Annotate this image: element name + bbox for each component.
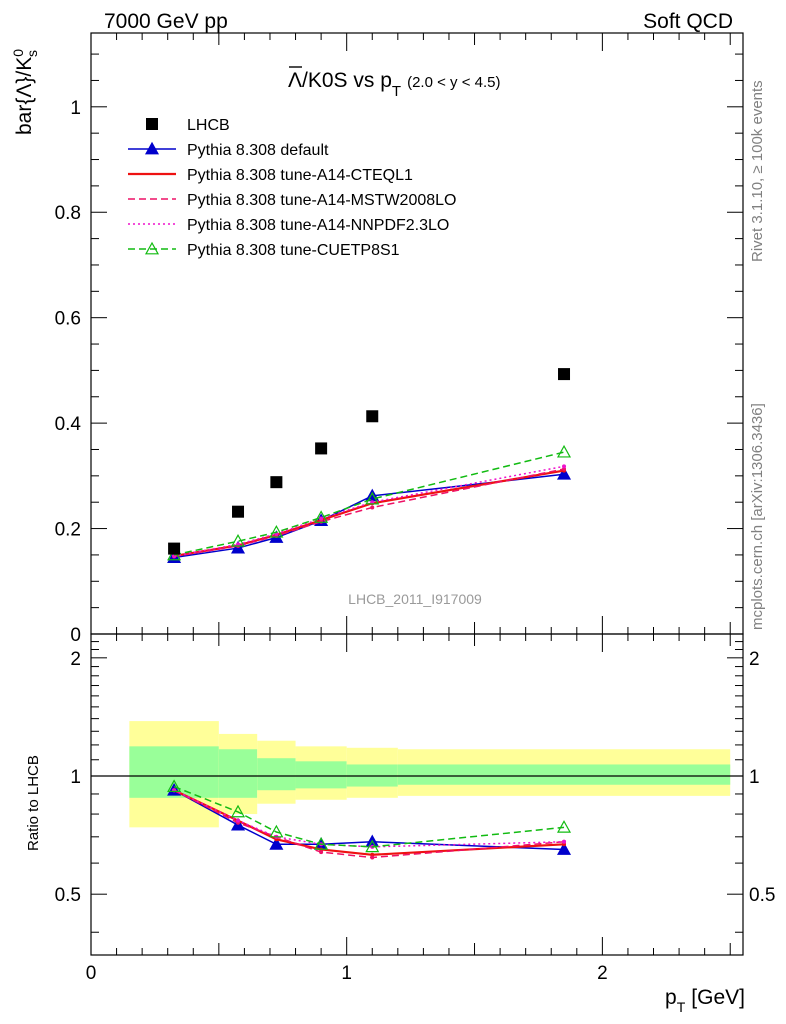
title-main: /K0S vs p [302, 69, 392, 92]
analysis-watermark: LHCB_2011_I917009 [348, 591, 482, 607]
series-point [269, 525, 284, 538]
ratio-ytick-label: 1 [70, 767, 81, 788]
legend-entry: Pythia 8.308 tune-CUETP8S1 [128, 241, 400, 259]
data-point [558, 368, 571, 381]
plot-title: Λ/K0S vs pT (2.0 < y < 4.5) [288, 66, 500, 100]
legend-marker [144, 141, 160, 155]
ratio-ytick-label-right: 1 [749, 767, 760, 788]
header-right: Soft QCD [643, 10, 733, 33]
series-line [173, 468, 565, 558]
tick-labels: 0 0.2 0.4 0.6 0.8 1 0.5 0.5 1 1 2 2 0 1 2 [55, 98, 776, 984]
legend-entry: Pythia 8.308 tune-A14-NNPDF2.3LO [128, 217, 449, 234]
legend-label: Pythia 8.308 default [187, 142, 329, 159]
ratio-series-line [173, 789, 565, 859]
ratio-band-stat [295, 761, 347, 789]
svg-text:Λ/K0S vs pT(2.0 < y < 4.5): Λ/K0S vs pT (2.0 < y < 4.5) [288, 69, 500, 100]
data-point [168, 542, 181, 555]
main-ylabel: bar{Λ}/K0s [10, 49, 40, 135]
series-layer [167, 368, 572, 563]
series-point [370, 500, 375, 505]
ratio-ytick-label-right: 0.5 [749, 885, 775, 906]
series-point [230, 533, 246, 547]
ratio-ytick-label-right: 2 [749, 649, 760, 670]
series-point [370, 505, 375, 510]
legend-entry: Pythia 8.308 default [128, 141, 329, 159]
series-point [319, 516, 324, 521]
ratio-band-stat [218, 749, 258, 798]
ratio-point [314, 837, 329, 850]
legend-marker [146, 118, 158, 130]
mcplots-label: mcplots.cern.ch [arXiv:1306.3436] [749, 403, 766, 630]
xlabel: pT [GeV] [665, 986, 745, 1015]
legend-entry: Pythia 8.308 tune-A14-MSTW2008LO [128, 192, 456, 209]
main-ytick-label: 0.8 [55, 203, 81, 224]
ratio-point [236, 818, 241, 823]
ratio-series-layer [167, 779, 572, 860]
series-point [314, 510, 329, 523]
legend-entry: LHCB [146, 117, 230, 134]
ratio-ytick-label: 0.5 [55, 885, 81, 906]
ratio-panel-frame [90, 633, 744, 956]
legend-label: Pythia 8.308 tune-A14-CTEQL1 [187, 167, 413, 184]
ratio-point [365, 839, 380, 853]
ratio-point [269, 824, 284, 838]
legend-entry: Pythia 8.308 tune-A14-CTEQL1 [128, 167, 413, 184]
main-ytick-label: 0.2 [55, 520, 81, 541]
main-ytick-label: 0.4 [55, 414, 82, 435]
series-point [236, 542, 241, 547]
ratio-point [167, 779, 182, 792]
ratio-ylabel: Ratio to LHCB [25, 755, 42, 851]
header-left: 7000 GeV pp [104, 10, 228, 33]
xtick-label: 1 [341, 963, 352, 984]
ratio-point [562, 839, 567, 844]
data-point [315, 442, 328, 455]
legend-label: Pythia 8.308 tune-A14-NNPDF2.3LO [187, 217, 449, 234]
ratio-point [269, 837, 284, 850]
xtick-label: 2 [597, 963, 608, 984]
legend-label: Pythia 8.308 tune-CUETP8S1 [187, 242, 400, 259]
series-line [173, 469, 565, 558]
data-point [270, 476, 283, 489]
title-sub-t: T [392, 83, 401, 100]
axis-ticks [90, 33, 743, 955]
main-ytick-label: 0 [70, 625, 81, 646]
legend-label: Pythia 8.308 tune-A14-MSTW2008LO [187, 192, 456, 209]
legend-label: LHCB [187, 117, 230, 134]
series-point [365, 491, 380, 505]
ratio-point [556, 820, 572, 833]
ratio-point [370, 855, 375, 860]
panel-frames [90, 32, 744, 956]
ratio-ytick-label: 2 [70, 649, 81, 670]
rivet-label: Rivet 3.1.10, ≥ 100k events [749, 80, 766, 262]
ratio-point [230, 804, 246, 818]
ratio-series-line [173, 785, 565, 848]
title-range: (2.0 < y < 4.5) [407, 74, 500, 91]
legend: LHCB Pythia 8.308 default Pythia 8.308 tun… [128, 117, 456, 259]
series-point [556, 444, 572, 458]
series-point [562, 464, 567, 469]
xtick-label: 0 [86, 963, 97, 984]
ratio-series-line [173, 789, 565, 848]
legend-marker [144, 241, 160, 255]
series-point [556, 467, 572, 480]
ratio-point [556, 842, 572, 855]
title-bar-lambda: Λ [288, 69, 302, 92]
ratio-band-stat [397, 764, 731, 785]
main-ytick-label: 0.6 [55, 309, 81, 330]
ratio-point [319, 850, 324, 855]
ratio-band-layer [91, 721, 743, 828]
data-point [232, 505, 245, 518]
ratio-band-stat [257, 758, 296, 791]
data-point [366, 410, 379, 423]
main-ytick-label: 1 [70, 98, 81, 119]
